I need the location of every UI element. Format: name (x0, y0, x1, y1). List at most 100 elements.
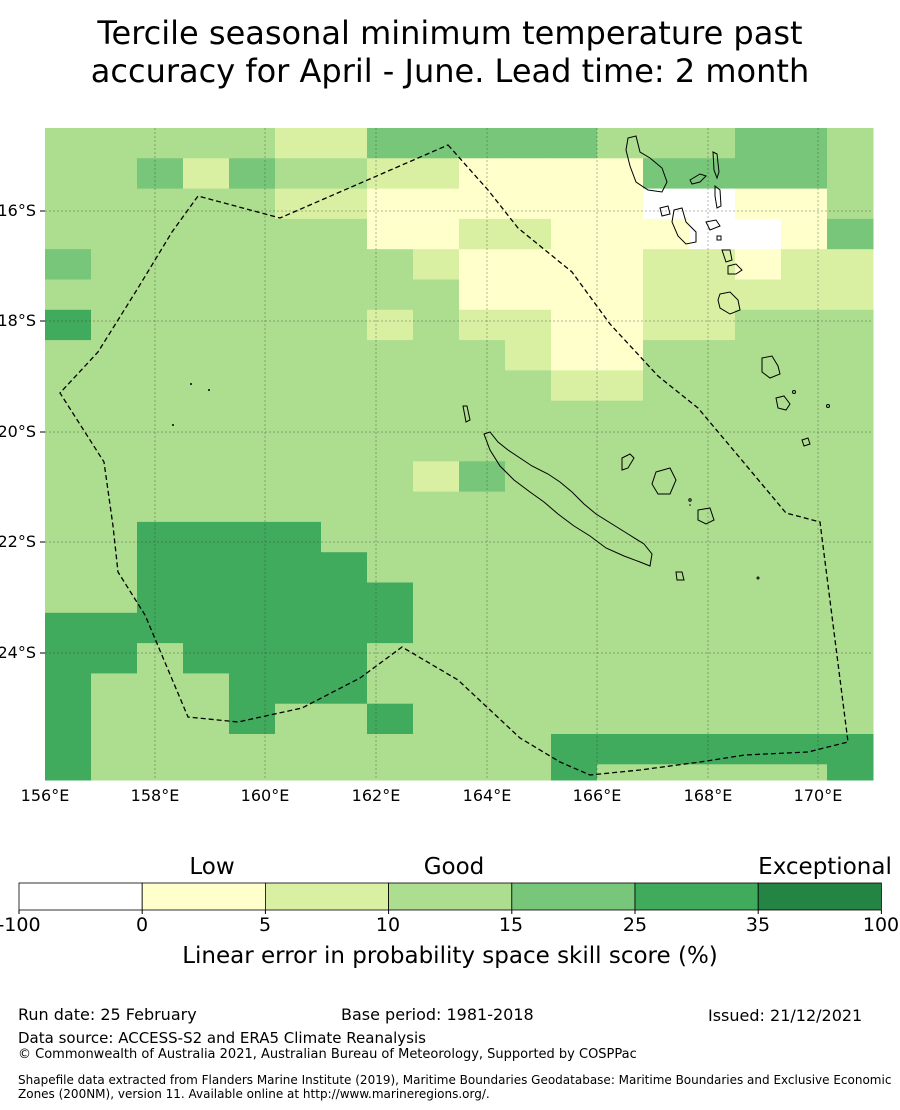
skill-cell (413, 703, 460, 735)
skill-cell (275, 582, 322, 614)
skill-cell (367, 521, 414, 553)
skill-cell (459, 218, 506, 250)
skill-cell (321, 643, 368, 674)
skill-cell (275, 461, 322, 493)
skill-cell (781, 158, 828, 190)
skill-cell (643, 431, 690, 462)
skill-cell (321, 400, 368, 432)
lon-label-160e: 160°E (240, 786, 290, 805)
skill-cell (183, 400, 230, 432)
skill-cell (367, 340, 414, 371)
skill-cell (459, 249, 506, 280)
tanna-island (775, 395, 791, 411)
skill-cell (781, 188, 828, 220)
base-period: Base period: 1981-2018 (341, 1005, 534, 1024)
aniwa-island (792, 390, 796, 394)
skill-cell (275, 764, 322, 781)
skill-cell (643, 552, 690, 583)
skill-cell (643, 128, 690, 159)
skill-cell (229, 158, 276, 190)
skill-cell (183, 431, 230, 462)
skill-cell (597, 188, 644, 220)
skill-cell (459, 734, 506, 765)
skill-cell (459, 370, 506, 402)
lat-label-16s: 16°S (0, 201, 36, 220)
skill-cell (551, 188, 598, 220)
skill-cell (91, 128, 138, 159)
lon-label-158e: 158°E (130, 786, 180, 805)
skill-cell (505, 279, 552, 311)
colorbar-segment (264, 882, 389, 911)
skill-cell (183, 521, 230, 553)
erromango-island (761, 355, 781, 379)
skill-cell (45, 461, 92, 493)
chesterfield-islet (208, 389, 210, 391)
skill-cell (735, 521, 782, 553)
skill-cell (183, 461, 230, 493)
skill-cell (551, 491, 598, 523)
skill-cell (735, 340, 782, 371)
skill-cell (735, 158, 782, 190)
skill-cell (91, 158, 138, 190)
skill-cell (505, 491, 552, 523)
skill-cell (827, 279, 874, 311)
skill-cell (229, 340, 276, 371)
skill-cell (183, 643, 230, 674)
skill-cell (229, 400, 276, 432)
map-title-line-1: Tercile seasonal minimum temperature pas… (97, 14, 803, 52)
axis-ticks (40, 210, 45, 654)
skill-cell (45, 158, 92, 190)
skill-cell (137, 340, 184, 371)
skill-cell (643, 582, 690, 614)
skill-cell (827, 582, 874, 614)
skill-cell (781, 249, 828, 280)
skill-cell (735, 128, 782, 159)
skill-cell (367, 128, 414, 159)
skill-cell (597, 128, 644, 159)
epi-island (721, 249, 733, 263)
skill-cell (275, 128, 322, 159)
skill-cell (505, 400, 552, 432)
skill-cell (183, 128, 230, 159)
pentecost-island (714, 184, 722, 209)
skill-cell (229, 582, 276, 614)
colorbar-title: Linear error in probability space skill … (182, 943, 718, 969)
skill-cell (459, 582, 506, 614)
skill-cell (367, 582, 414, 614)
colorbar-tick-label: 5 (258, 914, 272, 936)
skill-cell (459, 491, 506, 523)
skill-cell (45, 703, 92, 735)
skill-cell (229, 249, 276, 280)
skill-cell (827, 400, 874, 432)
skill-cell (275, 218, 322, 250)
skill-cell (45, 188, 92, 220)
skill-cell (459, 673, 506, 705)
skill-cell (45, 643, 92, 674)
skill-cell (689, 612, 736, 644)
skill-cell (689, 370, 736, 402)
chesterfield-islet (190, 383, 192, 385)
skill-cell (413, 491, 460, 523)
skill-cell (321, 279, 368, 311)
skill-cell (827, 249, 874, 280)
skill-cell (91, 643, 138, 674)
skill-cell (413, 582, 460, 614)
skill-cell (229, 461, 276, 493)
skill-cell (413, 340, 460, 371)
skill-cell (321, 340, 368, 371)
skill-cell (827, 188, 874, 220)
skill-cell (321, 521, 368, 553)
colorbar-tick-label: 35 (745, 914, 771, 936)
skill-cell (827, 703, 874, 735)
skill-cell (689, 128, 736, 159)
skill-cell (367, 552, 414, 583)
skill-cell (275, 734, 322, 765)
skill-cell (321, 370, 368, 402)
skill-cell (413, 734, 460, 765)
skill-cell (643, 188, 690, 220)
skill-cell (827, 612, 874, 644)
skill-cell (321, 673, 368, 705)
skill-cell (229, 279, 276, 311)
skill-cell (827, 218, 874, 250)
skill-cell (367, 764, 414, 781)
